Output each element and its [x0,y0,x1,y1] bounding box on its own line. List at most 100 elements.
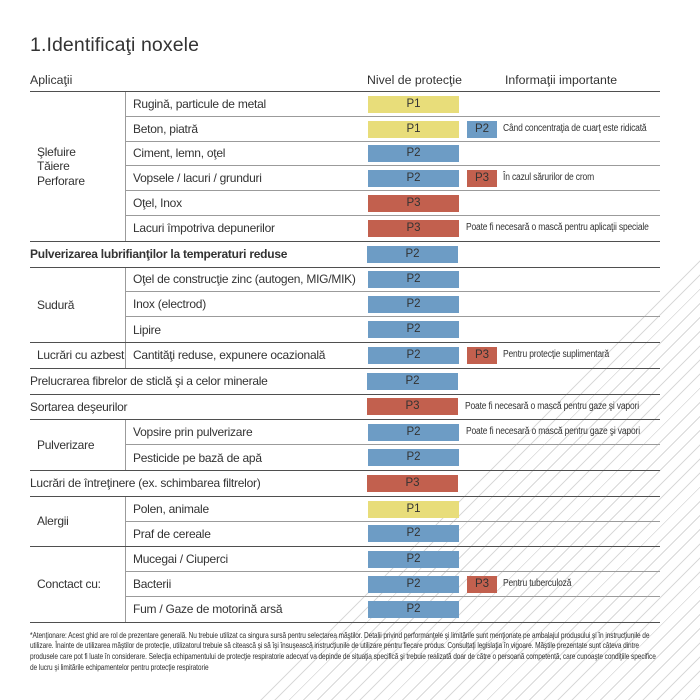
group-label-line: Alergii [37,514,69,529]
table-row: Lacuri împotriva depunerilor P3 Poate fi n… [126,216,660,241]
group-rows: Vopsire prin pulverizare P2 Poate fi neces… [125,420,660,470]
table-row: Pulverizarea lubrifianţilor la temperatu… [30,242,660,267]
row-label: Praf de cereale [133,526,211,541]
protection-badge-p2: P2 [368,600,459,618]
row-label: Oţel de construcţie zinc (autogen, MIG/M… [133,272,356,287]
row-label: Polen, animale [133,501,209,516]
group-rows: Oţel de construcţie zinc (autogen, MIG/M… [125,267,660,342]
hazard-table: Şlefuire Tăiere Perforare Rugină, particule… [30,92,660,623]
group-label-line: Sudură [37,297,75,312]
table-section: Lucrări de întreţinere (ex. schimbarea f… [30,471,660,497]
table-row: Mucegai / Ciuperci P2 [126,547,660,573]
protection-badge-p2: P2 [367,372,458,390]
table-row: Rugină, particule de metal P1 [126,92,660,117]
table-section: Pulverizare Vopsire prin pulverizare P2 Poa… [30,420,660,471]
row-label: Pulverizarea lubrifianţilor la temperatu… [30,247,288,262]
row-label: Ciment, lemn, oţel [133,146,226,161]
row-label: Inox (electrod) [133,297,206,312]
group-label: Pulverizare [30,420,125,470]
page-content: 1.Identificaţi noxele Aplicaţii Nivel de… [0,34,700,672]
protection-badge-p1: P1 [368,120,459,138]
table-row: Ciment, lemn, oţel P2 [126,142,660,167]
row-note: Poate fi necesară o mască pentru gaze şi… [465,400,639,412]
row-label: Pesticide pe bază de apă [133,450,262,465]
protection-badge-p1: P1 [368,500,459,518]
table-row: Inox (electrod) P2 [126,292,660,318]
row-label: Rugină, particule de metal [133,96,266,111]
group-rows: Polen, animale P1 Praf de cereale P2 [125,496,660,547]
protection-badge-p3: P3 [467,575,497,593]
group-label-line: Lucrări cu azbest [37,348,125,363]
protection-badge-p2: P2 [368,525,459,543]
row-label: Lipire [133,322,161,337]
protection-badge-p3: P3 [368,194,459,212]
protection-badge-p2: P2 [368,296,459,314]
row-label: Lucrări de întreţinere (ex. schimbarea f… [30,476,261,491]
table-section: Conctact cu: Mucegai / Ciuperci P2 Bacterii… [30,547,660,623]
row-note: Poate fi necesară o mască pentru aplicaţ… [466,222,649,234]
row-label: Mucegai / Ciuperci [133,552,228,567]
row-label: Lacuri împotriva depunerilor [133,221,275,236]
table-row: Pesticide pe bază de apă P2 [126,445,660,470]
group-label: Sudură [30,268,125,342]
table-row: Oţel de construcţie zinc (autogen, MIG/M… [126,268,660,293]
row-label: Sortarea deşeurilor [30,399,128,414]
table-row: Prelucrarea fibrelor de sticlă şi a celo… [30,369,660,394]
protection-badge-p2: P2 [367,245,458,263]
protection-badge-p1: P1 [368,95,459,113]
group-rows: Mucegai / Ciuperci P2 Bacterii P2 P3 Pentru t… [125,547,660,622]
table-row: Lipire P2 [126,317,660,342]
table-row: Sortarea deşeurilor P3 Poate fi necesară o… [30,395,660,420]
row-label: Fum / Gaze de motorină arsă [133,602,283,617]
page-title: 1.Identificaţi noxele [30,34,200,56]
protection-badge-p2: P2 [368,170,459,188]
row-note: Pentru tuberculoză [503,578,572,590]
row-note: Pentru protecţie suplimentară [503,349,610,361]
group-label-line: Conctact cu: [37,577,101,592]
table-section: Sortarea deşeurilor P3 Poate fi necesară o… [30,395,660,421]
protection-badge-p2: P2 [467,120,497,138]
table-row: Cantităţi reduse, expunere ocazională P2 P… [126,343,660,368]
table-row: Lucrări de întreţinere (ex. schimbarea f… [30,471,660,496]
group-rows: Rugină, particule de metal P1 Beton, piatr… [125,92,660,241]
row-label: Cantităţi reduse, expunere ocazională [133,348,326,363]
table-row: Beton, piatră P1 P2 Când concentraţia de cu… [126,117,660,142]
table-row: Fum / Gaze de motorină arsă P2 [126,597,660,622]
table-section: Pulverizarea lubrifianţilor la temperatu… [30,242,660,268]
protection-badge-p3: P3 [367,474,458,492]
row-label: Beton, piatră [133,121,198,136]
row-label: Vopsele / lacuri / grunduri [133,171,262,186]
column-header-important-info: Informaţii importante [505,73,618,87]
group-label: Conctact cu: [30,547,125,621]
group-label-line: Tăiere [37,159,70,174]
protection-badge-p2: P2 [368,271,459,289]
protection-badge-p3: P3 [367,398,458,416]
footnote: *Atenţionare: Acest ghid are rol de prez… [30,629,656,672]
protection-badge-p2: P2 [368,346,459,364]
table-row: Vopsele / lacuri / grunduri P2 P3 În cazul … [126,166,660,192]
group-label-line: Pulverizare [37,437,95,452]
row-label: Bacterii [133,577,172,592]
protection-badge-p2: P2 [368,575,459,593]
group-label: Şlefuire Tăiere Perforare [30,92,125,241]
group-label: Alergii [30,497,125,547]
protection-badge-p2: P2 [368,448,459,466]
column-header-protection-level: Nivel de protecţie [367,73,463,87]
table-row: Bacterii P2 P3 Pentru tuberculoză [126,572,660,597]
group-label: Lucrări cu azbest [30,343,125,368]
protection-badge-p3: P3 [467,170,497,188]
group-label-line: Perforare [37,173,85,188]
column-header-applications: Aplicaţii [30,73,73,87]
group-label-line: Şlefuire [37,144,76,159]
row-note: Când concentraţia de cuarţ este ridicată [503,122,647,134]
table-row: Vopsire prin pulverizare P2 Poate fi neces… [126,420,660,446]
row-note: Poate fi necesară o mască pentru gaze şi… [466,426,640,438]
protection-badge-p3: P3 [467,346,497,364]
table-section: Alergii Polen, animale P1 Praf de cereale P2 [30,496,660,548]
table-section: Sudură Oţel de construcţie zinc (autogen,… [30,267,660,343]
table-section: Prelucrarea fibrelor de sticlă şi a celo… [30,369,660,395]
table-section: Lucrări cu azbest Cantităţi reduse, expun… [30,342,660,369]
protection-badge-p2: P2 [368,145,459,163]
group-rows: Cantităţi reduse, expunere ocazională P2 P… [125,342,660,368]
